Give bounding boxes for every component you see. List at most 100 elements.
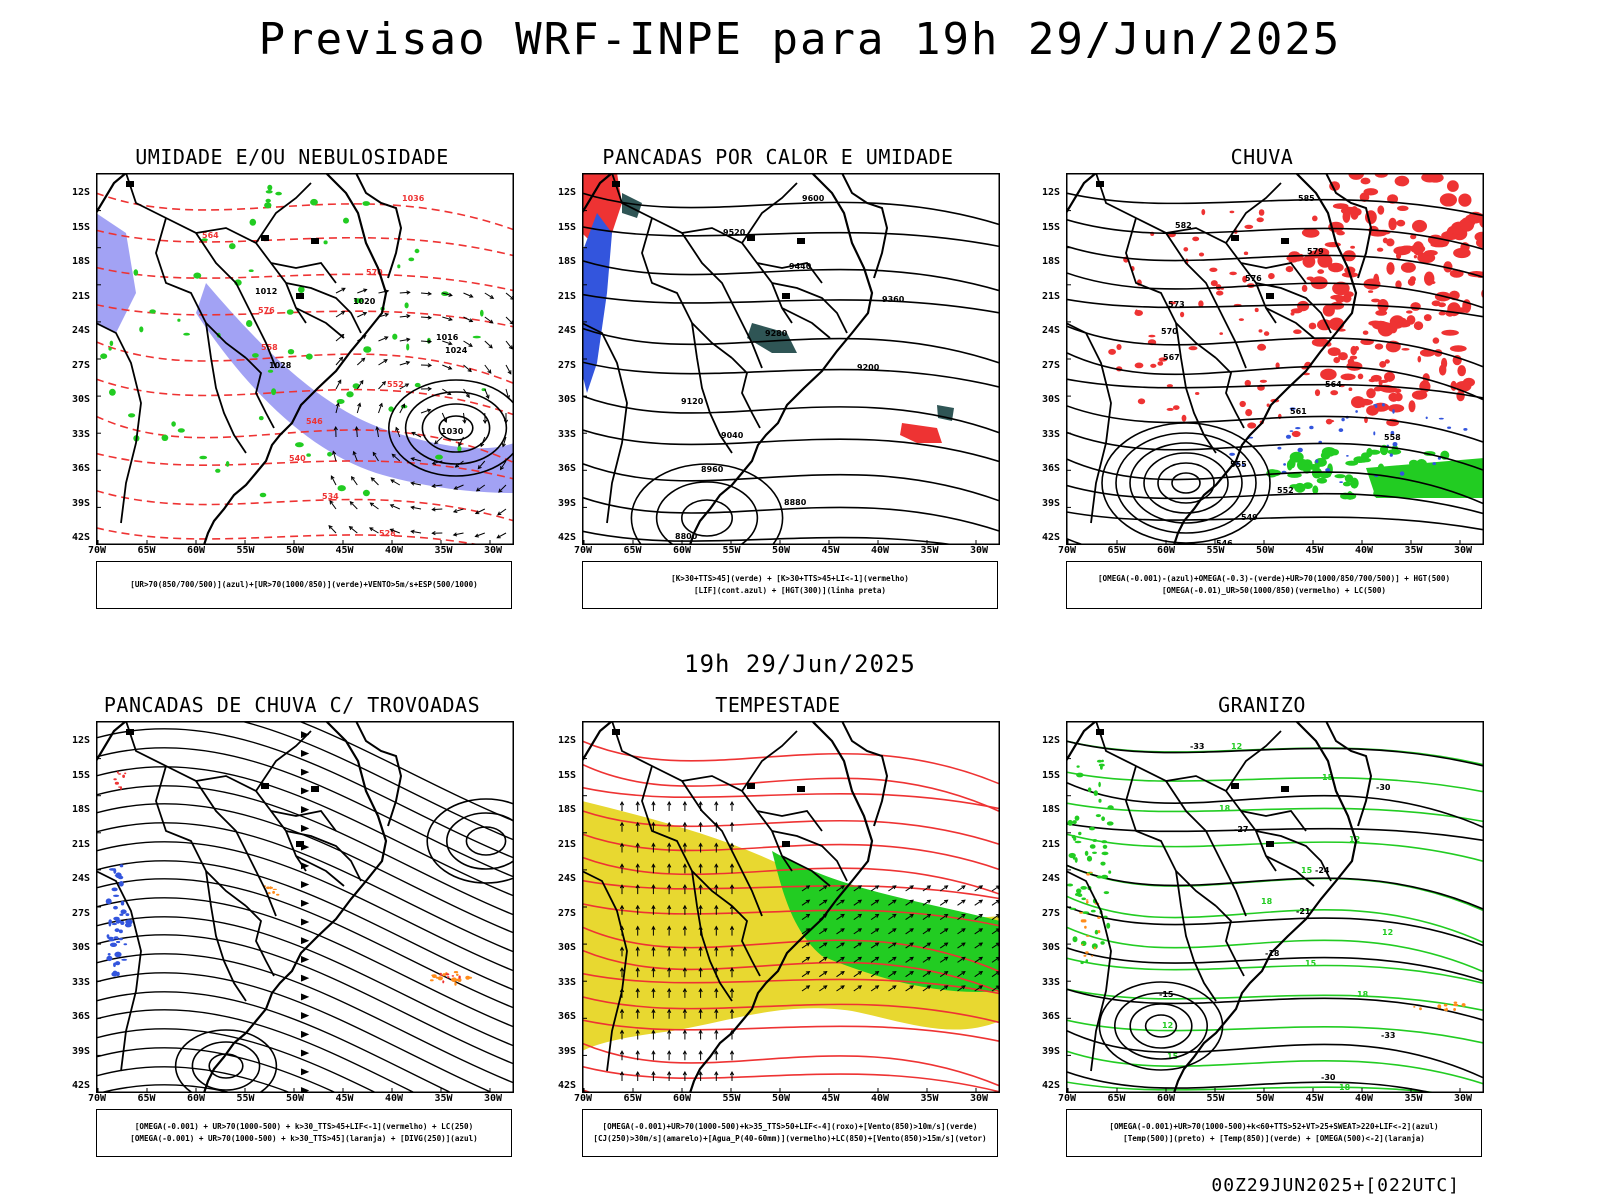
wind-vector (474, 533, 479, 538)
wind-vector (682, 842, 687, 847)
wind-vector (337, 379, 342, 384)
lat-label: 12S (72, 735, 91, 746)
instability-teal (747, 323, 797, 353)
wind-vector (957, 985, 966, 992)
rain-red (1394, 175, 1410, 187)
pressure-contour (421, 403, 491, 453)
wind-vector (991, 928, 1000, 935)
rain-red (1406, 310, 1413, 314)
wind-vector (378, 359, 388, 366)
lake-marker (1231, 235, 1239, 241)
rain-red (1396, 219, 1406, 227)
country-border (1225, 182, 1282, 244)
humidity-green-patch (258, 416, 264, 421)
rain-red (1311, 338, 1329, 347)
contour-label: 558 (261, 343, 278, 352)
contour-label: 1036 (402, 194, 425, 203)
lat-label: 18S (1042, 256, 1061, 267)
wind-vector (729, 842, 735, 847)
wind-vector (840, 885, 845, 890)
wind-vector (682, 925, 687, 930)
wind-vector (651, 1070, 656, 1076)
contour-label: 558 (1384, 433, 1401, 442)
humidity-green-patch (406, 343, 410, 351)
rain-green (1289, 451, 1304, 463)
contour-label: 15 (1322, 773, 1334, 782)
lat-label: 18S (558, 804, 577, 815)
wind-vector (651, 863, 656, 868)
storm-red (439, 972, 442, 975)
humidity-green-patch (252, 353, 259, 358)
lake-marker (261, 235, 269, 241)
wind-vector (351, 475, 355, 481)
wind-vector (484, 292, 494, 299)
rain-red (1429, 280, 1436, 285)
wind-vector (698, 1070, 703, 1076)
rain-red (1166, 407, 1174, 411)
rain-red (1201, 209, 1206, 216)
wind-vector (462, 419, 467, 424)
wind-vector (853, 956, 862, 963)
contour-line (1066, 1070, 1437, 1093)
rain-red (1342, 294, 1352, 303)
lon-label: 55W (1206, 545, 1225, 556)
wind-vector (823, 985, 828, 990)
wind-vector (978, 942, 984, 947)
lon-label: 30W (970, 1093, 989, 1104)
wind-vector (497, 508, 507, 516)
contour-label: 567 (1163, 353, 1180, 362)
wind-vector (714, 1008, 719, 1014)
wind-vector (404, 383, 410, 388)
wind-vector (667, 1008, 672, 1014)
wind-vector (667, 925, 672, 930)
wind-vector (905, 885, 914, 892)
divergence-blue (113, 936, 119, 940)
contour-label: 534 (322, 492, 339, 501)
rain-red (1317, 269, 1325, 274)
rain-red (1377, 205, 1385, 215)
rain-blue (1325, 468, 1331, 472)
hgt-contour (1143, 452, 1229, 514)
wind-vector (370, 477, 375, 482)
wind-vector (389, 504, 395, 508)
divergence-blue (109, 942, 118, 947)
wind-vector (453, 532, 464, 536)
rain-red (1388, 217, 1397, 231)
rain-red (1348, 173, 1364, 180)
jet-core-yellow (582, 801, 1000, 1051)
wind-vector (619, 904, 625, 910)
rain-red (1427, 173, 1444, 183)
rain-blue (1390, 430, 1395, 436)
wind-vector (682, 1050, 687, 1055)
lat-label: 39S (1042, 497, 1061, 509)
contour-label: 564 (1325, 380, 1342, 389)
divergence-blue (107, 953, 111, 956)
rain-red (1402, 319, 1409, 324)
country-border (756, 262, 823, 284)
wind-vector (957, 914, 966, 921)
wind-vector (991, 885, 1000, 892)
rain-red (1396, 321, 1411, 328)
contour-label: 8880 (784, 498, 807, 507)
rain-red (1314, 389, 1321, 397)
wind-vector (389, 528, 394, 533)
lat-label: 36S (558, 1011, 577, 1022)
wind-vector (922, 942, 931, 949)
humidity-green-patch (414, 382, 421, 388)
instability-red (900, 423, 942, 443)
wind-vector (823, 942, 828, 947)
wind-vector (698, 946, 703, 951)
wind-vector (857, 985, 863, 990)
wind-vector (944, 942, 949, 947)
wind-vector (463, 412, 466, 423)
rain-red (1360, 177, 1371, 185)
wind-vector (372, 452, 379, 462)
humidity-green-patch (310, 198, 318, 206)
wind-vector (853, 914, 862, 921)
wind-vector (452, 508, 458, 513)
rain-red (1293, 329, 1302, 334)
lat-label: 30S (1042, 394, 1061, 405)
humidity-green-patch (408, 257, 415, 262)
wind-vector (635, 987, 640, 993)
wind-vector (714, 1029, 719, 1034)
